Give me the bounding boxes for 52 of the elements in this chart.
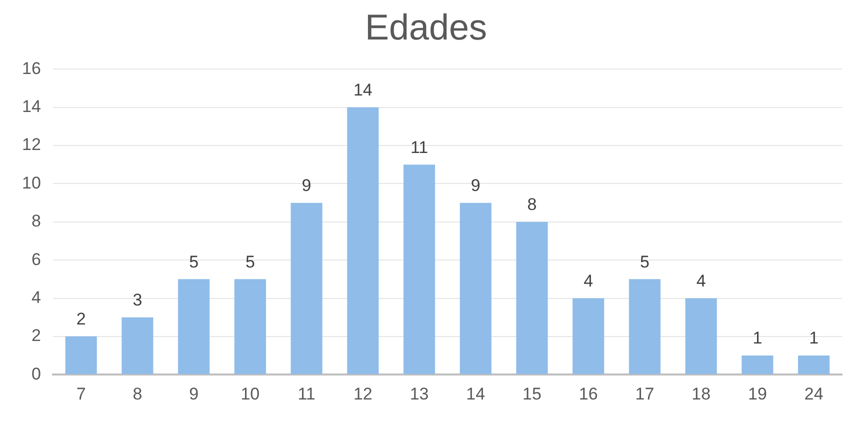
bar (65, 336, 97, 374)
y-tick-label: 10 (22, 173, 41, 192)
x-tick-label: 18 (692, 384, 711, 404)
data-label: 5 (640, 252, 650, 272)
x-tick-label: 24 (804, 384, 824, 404)
bar (122, 317, 154, 374)
data-label: 1 (752, 328, 762, 348)
x-tick-label: 8 (132, 384, 142, 404)
bar (460, 202, 492, 374)
y-tick-label: 4 (31, 288, 41, 307)
y-tick-label: 16 (22, 58, 41, 78)
bar (742, 356, 774, 374)
bar (234, 279, 266, 374)
data-label: 9 (302, 176, 312, 195)
x-tick-label: 7 (76, 384, 86, 404)
data-label: 8 (527, 195, 537, 214)
x-tick-label: 19 (748, 384, 767, 404)
y-tick-label: 6 (31, 250, 41, 269)
y-tick-label: 14 (22, 97, 41, 116)
bar (178, 279, 210, 374)
bar (516, 222, 548, 374)
x-tick-label: 12 (353, 384, 372, 404)
x-tick-label: 11 (298, 384, 316, 404)
data-label: 3 (132, 290, 142, 310)
y-tick-label: 8 (31, 212, 41, 231)
x-tick-label: 14 (466, 384, 486, 404)
data-label: 14 (353, 80, 372, 100)
data-label: 5 (189, 252, 199, 272)
x-tick-label: 17 (635, 384, 654, 404)
data-label: 5 (245, 252, 255, 272)
data-label: 4 (696, 271, 706, 290)
bar (798, 356, 830, 374)
x-tick-label: 16 (578, 384, 598, 404)
y-tick-label: 0 (31, 364, 41, 384)
bar (628, 279, 661, 374)
data-label: 9 (470, 176, 480, 195)
bar (403, 164, 436, 374)
data-label: 2 (76, 310, 86, 329)
bar (685, 298, 717, 374)
bar (290, 202, 322, 374)
x-tick-label: 15 (522, 384, 542, 404)
x-tick-label: 10 (240, 384, 260, 404)
y-tick-label: 12 (22, 135, 41, 154)
bar (347, 107, 379, 374)
x-tick-label: 9 (189, 384, 199, 404)
bar (572, 298, 604, 374)
x-tick-label: 13 (410, 384, 429, 404)
data-label: 4 (584, 271, 594, 290)
data-label: 11 (410, 138, 428, 157)
y-tick-label: 2 (31, 326, 41, 346)
chart-title: Edades (364, 6, 488, 48)
data-label: 1 (809, 328, 819, 348)
